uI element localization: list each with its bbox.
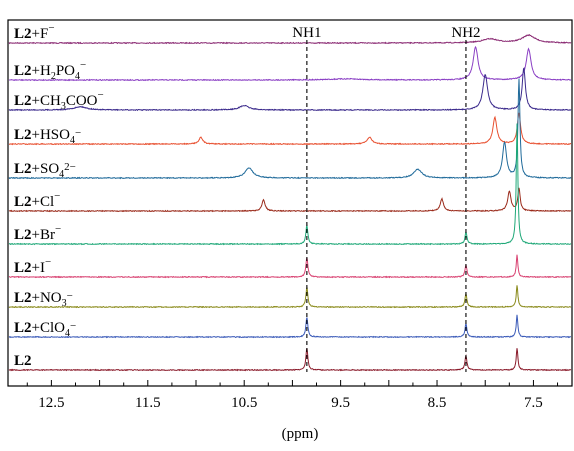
series-label-text: +Br [32, 227, 55, 243]
series-label-sub: 3 [61, 101, 66, 112]
series-label-sup: − [80, 59, 86, 71]
series-label-sub: 4 [70, 135, 75, 146]
series-label: L2+H2PO4− [14, 59, 86, 82]
series-label-sup: − [48, 22, 54, 34]
series-label-bold: L2 [14, 26, 32, 42]
x-tick-label: 8.5 [428, 395, 447, 411]
series-label: L2+I− [14, 256, 51, 276]
spectrum-trace [8, 78, 572, 180]
series-label-bold: L2 [14, 127, 32, 143]
series-label-sup: − [75, 127, 81, 139]
series-label-bold: L2 [14, 161, 32, 177]
series-label-text: +Cl [32, 194, 55, 210]
series-label: L2+F− [14, 22, 55, 42]
spectrum-trace [8, 187, 572, 213]
spectrum-trace [8, 348, 572, 372]
spectrum-trace [8, 45, 572, 82]
series-label-bold: L2 [14, 63, 32, 79]
series-label-sup: − [55, 223, 61, 235]
series-label-bold: L2 [14, 194, 32, 210]
series-label: L2+SO42− [14, 161, 76, 180]
series-labels: L2+F−L2+H2PO4−L2+CH3COO−L2+HSO4−L2+SO42−… [14, 22, 104, 369]
x-tick-label: 7.5 [524, 395, 543, 411]
peak-annotation-label: NH1 [292, 25, 321, 41]
series-label-text: +F [32, 26, 49, 42]
x-tick-label: 11.5 [135, 395, 161, 411]
series-label-sup: − [70, 320, 76, 332]
series-label-bold: L2 [14, 320, 32, 336]
series-label-bold: L2 [14, 227, 32, 243]
series-label-sup: − [45, 256, 51, 268]
series-label-sub: 2 [51, 71, 56, 82]
series-label-sub: 4 [65, 328, 70, 339]
series-label-text: +HSO [32, 127, 71, 143]
series-label-text: +NO [32, 290, 62, 306]
series-label-bold: L2 [14, 290, 32, 306]
x-tick-label: 9.5 [331, 395, 350, 411]
series-label-sub: 4 [59, 169, 64, 180]
series-label: L2+Br− [14, 223, 61, 243]
series-label-sup: 2− [64, 161, 76, 173]
series-label: L2+CH3COO− [14, 89, 104, 112]
x-tick-label: 10.5 [231, 395, 257, 411]
series-label-text: +ClO [32, 320, 66, 336]
series-label-text: +H [32, 63, 51, 79]
series-label-bold: L2 [14, 353, 32, 369]
peak-annotation-label: NH2 [451, 25, 480, 41]
x-axis-title: (ppm) [282, 426, 319, 442]
series-label-sup: − [67, 290, 73, 302]
series-label-sub: 3 [62, 298, 67, 309]
x-tick-label: 12.5 [38, 395, 64, 411]
series-label: L2+Cl− [14, 190, 60, 210]
series-label-text: +CH [32, 93, 61, 109]
series-label-sub: 4 [75, 71, 80, 82]
series-label-tail: PO [56, 63, 75, 79]
series-label-tail: COO [66, 93, 98, 109]
spectrum-trace [8, 112, 572, 146]
spectrum-trace [8, 123, 572, 246]
series-label: L2 [14, 353, 32, 369]
peak-annotations: NH1 NH2 [292, 25, 480, 41]
spectrum-trace [8, 314, 572, 339]
series-label: L2+HSO4− [14, 127, 81, 146]
spectrum-trace [8, 285, 572, 309]
series-label-text: +SO [32, 161, 60, 177]
spectrum-trace [8, 67, 572, 112]
series-label-sup: − [97, 89, 103, 101]
spectrum-trace [8, 254, 572, 279]
series-label-bold: L2 [14, 260, 32, 276]
series-label-sup: − [54, 190, 60, 202]
x-axis: 12.5 11.5 10.5 9.5 8.5 7.5 (ppm) [26, 380, 559, 442]
series-label-text: +I [32, 260, 45, 276]
series-label: L2+ClO4− [14, 320, 76, 339]
series-label-bold: L2 [14, 93, 32, 109]
spectrum-traces [8, 34, 572, 372]
series-label: L2+NO3− [14, 290, 73, 309]
plot-frame [7, 19, 573, 387]
peak-guide-lines [306, 40, 467, 372]
spectrum-trace [8, 34, 572, 45]
